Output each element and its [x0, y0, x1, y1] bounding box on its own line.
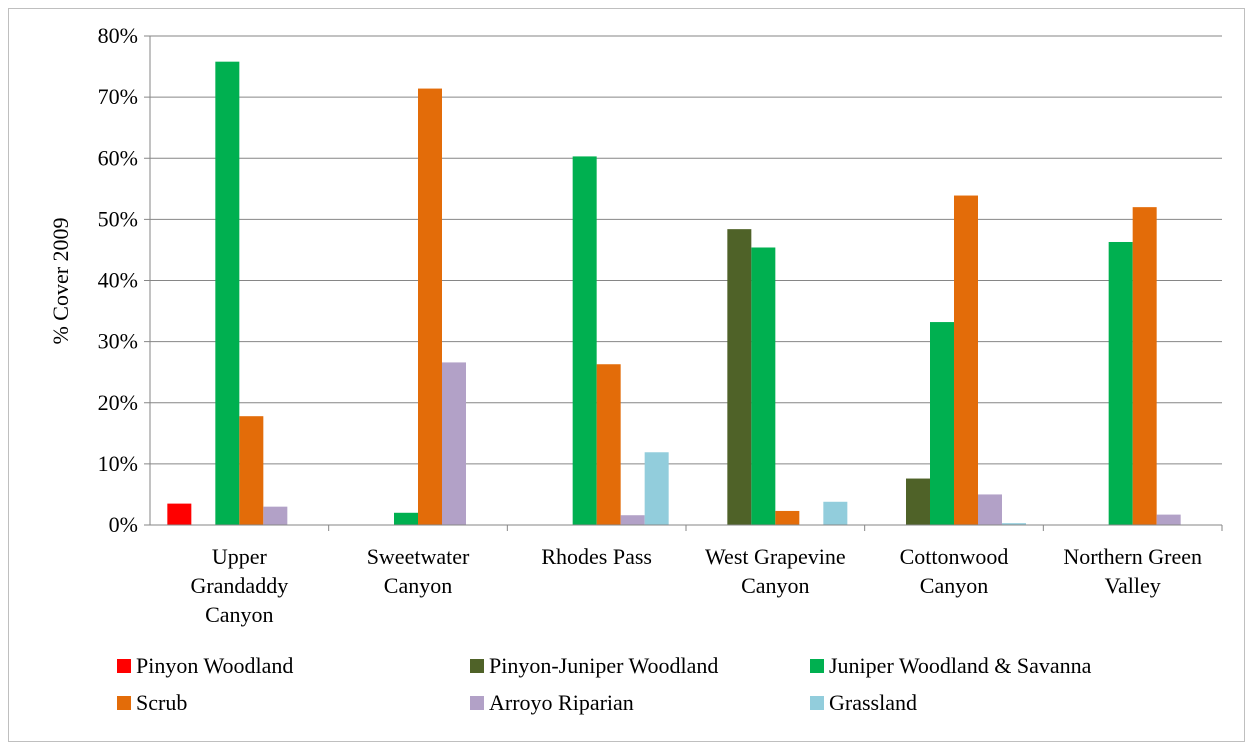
axes — [144, 35, 1223, 531]
legend-swatch — [810, 696, 824, 710]
bar — [1108, 241, 1133, 525]
x-category-label: Canyon — [741, 573, 809, 598]
bar — [394, 512, 418, 525]
bar — [442, 362, 466, 525]
bar — [418, 88, 442, 525]
y-tick-label: 60% — [98, 145, 138, 170]
bars — [167, 61, 1181, 526]
legend-label: Juniper Woodland & Savanna — [829, 653, 1092, 678]
x-category-label: Canyon — [920, 573, 988, 598]
bar — [751, 247, 776, 525]
x-category-label: Cottonwood — [900, 544, 1009, 569]
legend-swatch — [470, 696, 484, 710]
x-category-label: Canyon — [205, 602, 273, 627]
bar — [775, 510, 800, 525]
x-category-label: Valley — [1105, 573, 1161, 598]
legend-label: Pinyon-Juniper Woodland — [489, 653, 718, 678]
y-axis-title: % Cover 2009 — [48, 217, 73, 344]
x-category-label: Grandaddy — [190, 573, 288, 598]
y-tick-labels: 0% 10% 20% 30% 40% 50% 60% 70% 80% — [98, 23, 138, 537]
bar — [572, 156, 597, 525]
bar — [930, 322, 954, 525]
x-category-label: Canyon — [384, 573, 452, 598]
bar — [239, 416, 264, 525]
x-category-label: Sweetwater — [367, 544, 470, 569]
bar — [167, 503, 192, 525]
legend-label: Scrub — [136, 690, 187, 715]
legend-label: Pinyon Woodland — [136, 653, 293, 678]
x-category-labels: Upper Grandaddy Canyon Sweetwater Canyon Rhod… — [190, 544, 1202, 627]
legend-label: Grassland — [829, 690, 917, 715]
legend: Pinyon Woodland Pinyon-Juniper Woodland Ju… — [117, 653, 1092, 715]
bar — [1156, 514, 1181, 525]
bar — [906, 478, 930, 525]
y-tick-label: 40% — [98, 268, 138, 293]
legend-swatch — [810, 659, 824, 673]
legend-swatch — [117, 659, 131, 673]
y-tick-label: 30% — [98, 329, 138, 354]
bar — [823, 501, 848, 525]
legend-swatch — [470, 659, 484, 673]
y-tick-label: 50% — [98, 206, 138, 231]
bar — [954, 195, 978, 525]
y-tick-label: 80% — [98, 23, 138, 48]
bar — [263, 506, 288, 525]
bar — [644, 452, 669, 525]
bar — [596, 364, 621, 525]
legend-label: Arroyo Riparian — [489, 690, 634, 715]
bar — [978, 494, 1002, 525]
bar — [1132, 207, 1157, 525]
y-tick-label: 20% — [98, 390, 138, 415]
bar — [727, 229, 752, 525]
x-category-label: Northern Green — [1063, 544, 1202, 569]
legend-swatch — [117, 696, 131, 710]
bar — [1002, 523, 1026, 525]
x-category-label: West Grapevine — [705, 544, 846, 569]
y-tick-label: 0% — [109, 512, 138, 537]
x-category-label: Upper — [212, 544, 268, 569]
y-tick-label: 70% — [98, 84, 138, 109]
y-tick-label: 10% — [98, 451, 138, 476]
chart-frame — [8, 8, 1245, 742]
gridlines — [150, 35, 1222, 465]
bar — [215, 61, 240, 526]
x-category-label: Rhodes Pass — [541, 544, 652, 569]
bar — [620, 515, 645, 525]
